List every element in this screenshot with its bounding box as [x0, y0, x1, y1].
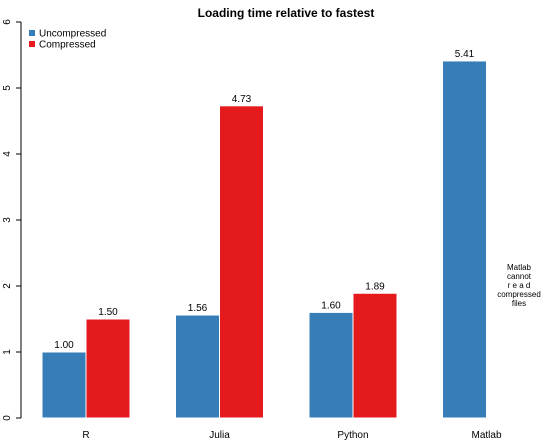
- y-tick-label: 5: [2, 85, 13, 91]
- data-label: 1.50: [98, 307, 118, 318]
- bar-uncompressed-r: [41, 351, 87, 419]
- data-label: 1.60: [321, 300, 341, 311]
- data-label: 1.89: [365, 281, 385, 292]
- data-label: 5.41: [455, 49, 475, 60]
- y-tick-label: 2: [2, 283, 13, 289]
- legend-label: Uncompressed: [39, 29, 106, 40]
- y-tick-label: 1: [2, 349, 13, 355]
- x-tick-label: Python: [337, 430, 368, 440]
- bar-uncompressed-matlab: [442, 60, 487, 419]
- data-label: 1.00: [54, 340, 74, 351]
- x-tick-label: Julia: [209, 430, 230, 440]
- bar-compressed-r: [85, 318, 131, 419]
- annotation-line: cannot: [507, 272, 532, 281]
- annotation-line: files: [512, 299, 526, 308]
- bar-compressed-python: [352, 292, 398, 419]
- bars: [41, 60, 487, 419]
- y-tick-label: 3: [2, 217, 13, 223]
- legend-label: Compressed: [39, 40, 96, 51]
- y-tick-label: 6: [2, 19, 13, 25]
- chart-title: Loading time relative to fastest: [198, 6, 375, 20]
- bar-compressed-julia: [219, 105, 264, 419]
- data-label: 4.73: [232, 94, 252, 105]
- y-axis: 0 1 2 3 4 5 6: [2, 19, 22, 421]
- bar-uncompressed-julia: [175, 314, 220, 419]
- data-labels: 1.00 1.50 1.56 4.73 1.60 1.89 5.41: [54, 49, 474, 351]
- annotation-line: r e a d: [508, 281, 531, 290]
- y-tick-label: 0: [2, 415, 13, 421]
- x-tick-label: Matlab: [471, 430, 501, 440]
- legend-swatch: [29, 41, 35, 47]
- legend-swatch: [29, 30, 35, 36]
- x-tick-label: R: [82, 430, 89, 440]
- annotation-line: compressed: [497, 290, 541, 299]
- annotation-line: Matlab: [507, 263, 532, 272]
- data-label: 1.56: [188, 303, 208, 314]
- x-axis-labels: R Julia Python Matlab: [82, 430, 502, 440]
- bar-uncompressed-python: [308, 311, 354, 419]
- y-tick-label: 4: [2, 151, 13, 157]
